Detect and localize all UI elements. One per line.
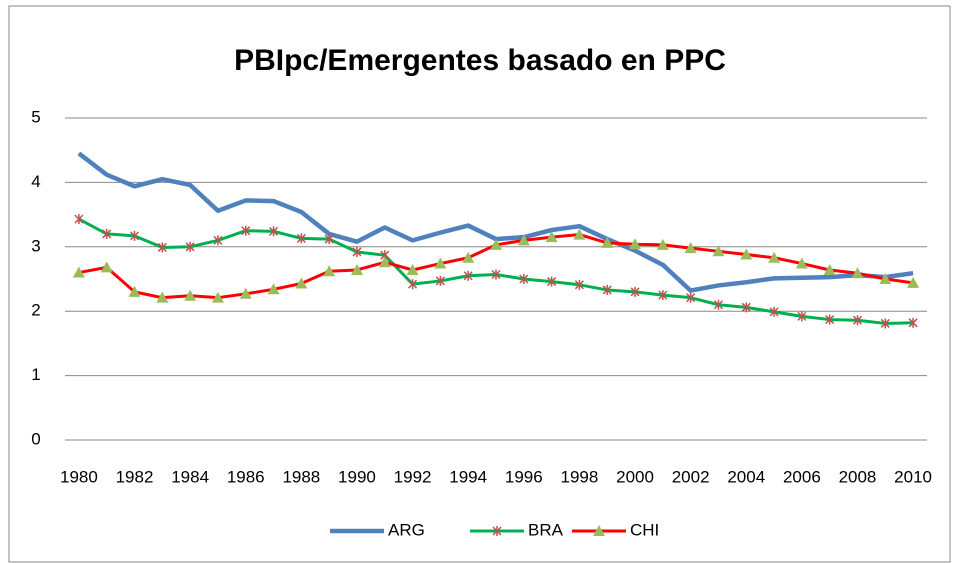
data-point <box>129 230 140 241</box>
data-point <box>852 315 863 326</box>
data-point <box>741 302 751 313</box>
data-point <box>601 236 614 248</box>
legend-marker <box>593 525 605 536</box>
data-point <box>156 291 169 303</box>
data-point <box>769 306 779 317</box>
data-point <box>547 276 557 287</box>
legend-marker <box>492 526 502 536</box>
data-point <box>267 283 280 295</box>
data-point <box>740 248 753 260</box>
x-tick-label: 2004 <box>727 467 765 486</box>
data-point <box>851 267 864 279</box>
data-point <box>574 279 584 290</box>
data-point <box>573 228 586 240</box>
y-tick-label: 5 <box>31 107 40 126</box>
x-tick-label: 1980 <box>60 467 98 486</box>
data-point <box>795 257 808 269</box>
data-point <box>907 276 920 288</box>
legend-label: ARG <box>388 520 425 539</box>
data-point <box>157 242 167 253</box>
data-point <box>406 263 419 275</box>
data-point <box>545 231 558 243</box>
data-point <box>517 234 530 246</box>
data-point <box>879 273 892 284</box>
data-point <box>713 299 723 310</box>
data-point <box>630 286 640 297</box>
chart-frame <box>8 5 951 563</box>
y-tick-label: 1 <box>31 365 40 384</box>
data-point <box>463 270 473 281</box>
x-tick-label: 2008 <box>839 467 877 486</box>
data-point <box>629 238 642 250</box>
data-point <box>211 291 224 303</box>
data-point <box>350 263 363 275</box>
data-point <box>74 214 84 225</box>
data-point <box>184 289 197 301</box>
data-point <box>324 234 334 245</box>
x-tick-label: 2002 <box>672 467 710 486</box>
x-tick-label: 1994 <box>449 467 487 486</box>
x-tick-label: 1984 <box>171 467 209 486</box>
data-point <box>825 314 835 325</box>
data-point <box>491 269 501 280</box>
data-point <box>239 287 252 299</box>
x-tick-label: 1986 <box>227 467 265 486</box>
data-point <box>797 311 807 322</box>
data-point <box>434 257 447 269</box>
data-point <box>241 225 251 236</box>
x-tick-label: 1996 <box>505 467 543 486</box>
data-point <box>656 238 669 250</box>
data-point <box>72 266 85 278</box>
data-point <box>102 228 112 239</box>
x-tick-label: 2000 <box>616 467 654 486</box>
data-point <box>269 226 279 237</box>
data-point <box>462 251 475 263</box>
data-point <box>908 317 918 328</box>
data-point <box>712 245 725 257</box>
x-tick-label: 1992 <box>394 467 432 486</box>
data-point <box>352 246 362 257</box>
data-point <box>213 235 223 246</box>
y-tick-label: 3 <box>31 236 40 255</box>
data-point <box>686 292 696 303</box>
data-point <box>100 261 113 273</box>
data-point <box>408 279 418 290</box>
x-tick-label: 1982 <box>116 467 154 486</box>
data-point <box>684 242 697 254</box>
data-point <box>768 251 781 263</box>
data-point <box>880 318 890 329</box>
data-point <box>519 274 529 284</box>
y-tick-label: 4 <box>31 172 40 191</box>
data-point <box>602 284 612 295</box>
data-point <box>378 256 391 268</box>
x-tick-label: 1998 <box>561 467 599 486</box>
data-point <box>128 285 141 297</box>
data-point <box>185 241 195 252</box>
data-point <box>435 275 445 286</box>
chart-title: PBIpc/Emergentes basado en PPC <box>234 44 726 77</box>
x-tick-label: 1988 <box>282 467 320 486</box>
data-point <box>490 238 502 250</box>
legend-label: BRA <box>528 520 564 539</box>
legend-label: CHI <box>630 520 659 539</box>
y-tick-label: 0 <box>31 429 40 448</box>
data-point <box>295 277 308 289</box>
data-point <box>323 265 336 277</box>
data-point <box>823 263 836 275</box>
x-tick-label: 1990 <box>338 467 376 486</box>
x-tick-label: 2006 <box>783 467 821 486</box>
y-tick-label: 2 <box>31 301 40 320</box>
data-point <box>296 233 306 244</box>
data-point <box>658 290 668 301</box>
x-tick-label: 2010 <box>894 467 932 486</box>
